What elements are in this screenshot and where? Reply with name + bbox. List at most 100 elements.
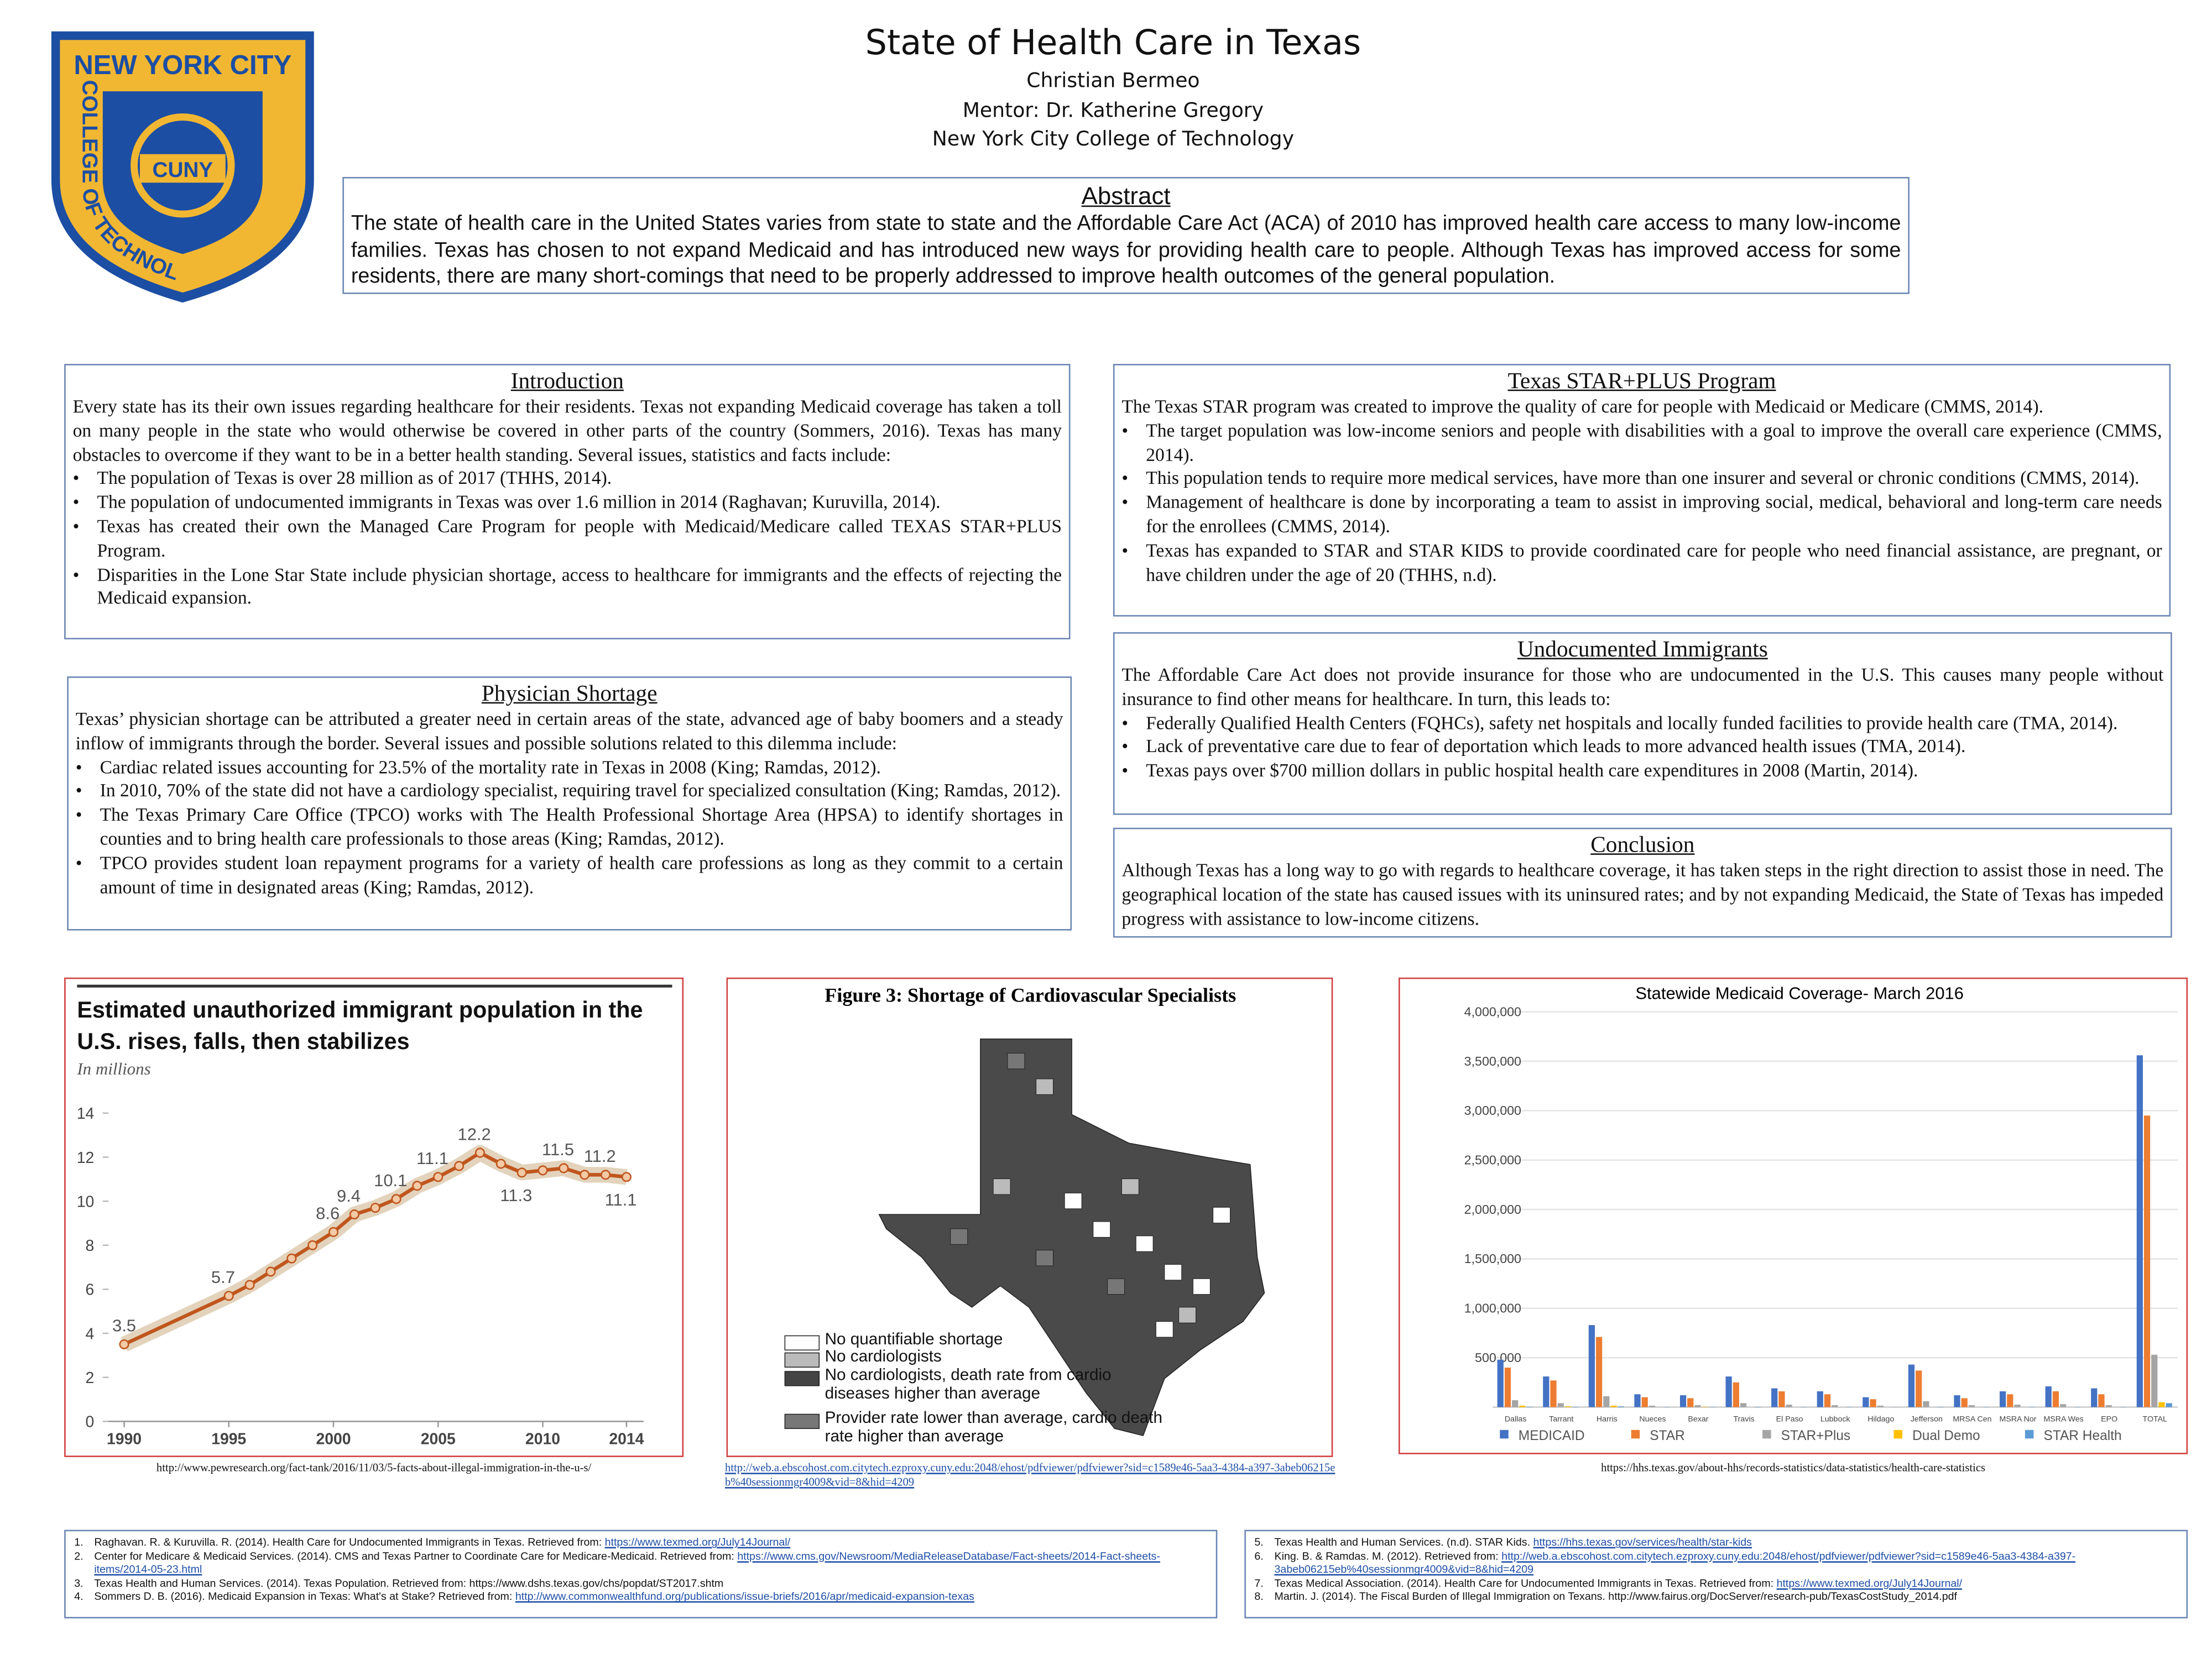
data-label: 12.2 bbox=[458, 1124, 491, 1144]
x-tick-label: MSRA Nor bbox=[2000, 1415, 2037, 1423]
bar bbox=[1923, 1401, 1929, 1407]
marker bbox=[391, 1194, 401, 1204]
bar-chart-panel: Statewide Medicaid Coverage- March 2016 5… bbox=[1399, 977, 2188, 1454]
county bbox=[1121, 1178, 1139, 1195]
x-tick-label: 1990 bbox=[107, 1431, 142, 1448]
logo: NEW YORK CITY COLLEGE OF TECHNOLOGY CUNY bbox=[40, 23, 314, 303]
bar bbox=[1679, 1395, 1687, 1407]
x-tick-label: EPO bbox=[2101, 1415, 2117, 1423]
reference-number: 6. bbox=[1254, 1549, 1264, 1562]
bar bbox=[2151, 1354, 2158, 1407]
bar bbox=[1687, 1398, 1694, 1407]
section-text: Texas’ physician shortage can be attribu… bbox=[75, 708, 1063, 754]
reference-number: 1. bbox=[74, 1535, 84, 1549]
county bbox=[1155, 1321, 1173, 1338]
bar bbox=[1954, 1395, 1960, 1407]
marker bbox=[474, 1147, 485, 1158]
section: Texas STAR+PLUS Program The Texas STAR pr… bbox=[1113, 364, 2171, 617]
reference-text: Center for Medicare & Medicaid Services.… bbox=[94, 1549, 734, 1562]
references: 5. Texas Health and Human Services. (n.d)… bbox=[1244, 1530, 2188, 1619]
legend-item: No cardiologists bbox=[825, 1348, 942, 1366]
bar bbox=[1968, 1405, 1975, 1407]
bar-chart: Statewide Medicaid Coverage- March 20165… bbox=[1464, 983, 2178, 1443]
bar bbox=[1771, 1388, 1778, 1407]
bullet: Disparities in the Lone Star State inclu… bbox=[73, 563, 1062, 611]
reference-text: Texas Medical Association. (2014). Healt… bbox=[1274, 1577, 1774, 1590]
mentor: Mentor: Dr. Katherine Gregory bbox=[962, 100, 1264, 123]
legend-swatch bbox=[784, 1335, 820, 1351]
bar bbox=[2143, 1115, 2151, 1407]
y-tick-label: 1,000,000 bbox=[1464, 1301, 1521, 1316]
bar bbox=[2045, 1386, 2052, 1407]
marker bbox=[601, 1170, 611, 1180]
y-tick-label: 4,000,000 bbox=[1464, 1004, 1521, 1019]
bullet: The target population was low-income sen… bbox=[1121, 419, 2162, 467]
marker bbox=[433, 1172, 444, 1182]
x-tick-label: 2000 bbox=[316, 1431, 351, 1448]
reference-text: Texas Health and Human Services. (2014).… bbox=[94, 1577, 724, 1590]
map-panel: Figure 3: Shortage of Cardiovascular Spe… bbox=[726, 977, 1333, 1457]
bar bbox=[1778, 1391, 1785, 1407]
legend-swatch bbox=[1631, 1430, 1640, 1439]
reference-number: 8. bbox=[1254, 1590, 1264, 1604]
bar bbox=[2052, 1391, 2059, 1407]
y-tick-label: 6 bbox=[86, 1281, 95, 1299]
section-heading: Physician Shortage bbox=[481, 682, 658, 707]
bar bbox=[2158, 1402, 2165, 1407]
legend-label: No cardiologists bbox=[825, 1348, 942, 1366]
y-tick-label: 8 bbox=[86, 1237, 95, 1255]
x-tick-label: 1995 bbox=[211, 1431, 246, 1448]
marker bbox=[328, 1227, 339, 1237]
legend-label: MEDICAID bbox=[1519, 1428, 1585, 1443]
bar bbox=[2136, 1055, 2143, 1407]
legend-label: No quantifiable shortage bbox=[825, 1331, 1003, 1349]
reference-text: Raghavan. R. & Kuruvilla. R. (2014). Hea… bbox=[94, 1535, 602, 1549]
x-tick-label: MRSA Cen bbox=[1953, 1415, 1991, 1423]
legend-swatch bbox=[784, 1413, 820, 1430]
data-label: 11.3 bbox=[500, 1186, 532, 1205]
x-tick-label: Bexar bbox=[1688, 1415, 1708, 1423]
bar bbox=[1618, 1406, 1624, 1407]
data-label: 3.5 bbox=[112, 1316, 136, 1335]
x-tick-label: Hildago bbox=[1867, 1415, 1894, 1423]
bullet: Lack of preventative care due to fear of… bbox=[1121, 735, 2163, 759]
y-tick-label: 2 bbox=[86, 1369, 95, 1387]
county bbox=[1007, 1053, 1025, 1070]
legend-label: No cardiologists, death rate from cardio… bbox=[825, 1367, 1112, 1402]
marker bbox=[244, 1280, 255, 1290]
bar bbox=[1595, 1337, 1603, 1407]
bar bbox=[1694, 1405, 1701, 1407]
x-tick-label: El Paso bbox=[1776, 1415, 1803, 1423]
section-text: Every state has its their own issues reg… bbox=[72, 395, 1062, 465]
bullet: This population tends to require more me… bbox=[1121, 467, 2162, 491]
bar bbox=[1961, 1398, 1968, 1407]
bullet-list: The population of Texas is over 28 milli… bbox=[73, 467, 1062, 611]
x-tick-label: 2014 bbox=[609, 1431, 644, 1448]
bar bbox=[1733, 1382, 1739, 1407]
bar bbox=[1610, 1405, 1617, 1407]
reference: 7. Texas Medical Association. (2014). Hea… bbox=[1254, 1577, 2178, 1590]
x-tick-label: Tarrant bbox=[1549, 1415, 1573, 1423]
abstract-heading: Abstract bbox=[1081, 182, 1171, 210]
bar bbox=[1641, 1397, 1648, 1407]
y-tick-label: 12 bbox=[77, 1149, 95, 1167]
y-tick-label: 3,000,000 bbox=[1464, 1103, 1521, 1118]
reference-link: https://hhs.texas.gov/services/health/st… bbox=[1533, 1535, 1752, 1549]
section-heading: Introduction bbox=[510, 369, 624, 394]
marker bbox=[580, 1170, 590, 1180]
section: Undocumented Immigrants The Affordable Ca… bbox=[1113, 632, 2172, 815]
reference-number: 7. bbox=[1254, 1577, 1264, 1590]
section-text: The Texas STAR program was created to im… bbox=[1121, 395, 2044, 417]
bar bbox=[2105, 1405, 2112, 1407]
x-tick-label: TOTAL bbox=[2143, 1415, 2168, 1423]
bar bbox=[1786, 1405, 1792, 1407]
bar bbox=[1824, 1394, 1831, 1407]
county bbox=[1135, 1235, 1154, 1252]
bar bbox=[1725, 1376, 1732, 1407]
reference-link: http://www.commonwealthfund.org/publicat… bbox=[515, 1590, 974, 1604]
bar bbox=[1543, 1376, 1550, 1407]
reference: 6. King. B. & Ramdas. M. (2012). Retrieve… bbox=[1254, 1550, 2178, 1577]
marker bbox=[349, 1209, 359, 1220]
bar bbox=[2091, 1388, 2098, 1407]
